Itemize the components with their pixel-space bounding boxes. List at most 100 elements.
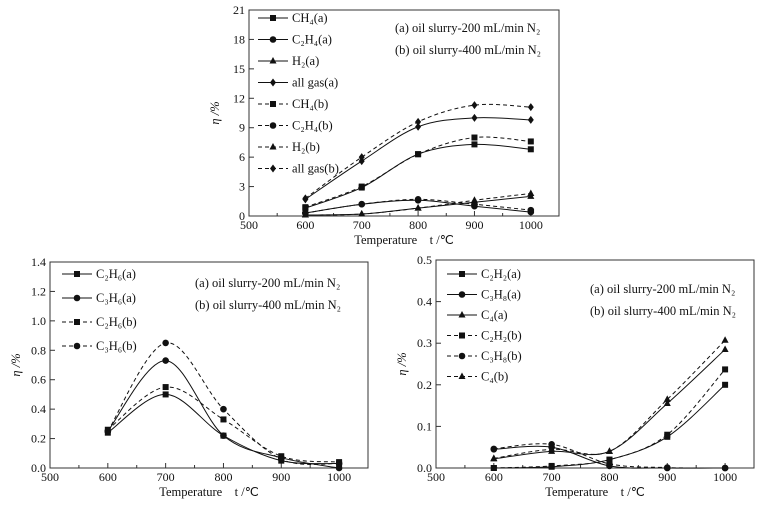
data-point-circle bbox=[277, 455, 285, 463]
legend-marker-square bbox=[270, 101, 276, 107]
y-tick-label: 0.4 bbox=[31, 402, 46, 416]
legend-label: C₂H₆(a) bbox=[96, 267, 136, 281]
data-point-circle bbox=[606, 460, 613, 468]
legend-label: C₃H₆(a) bbox=[96, 291, 136, 305]
data-point-triangle bbox=[721, 336, 729, 343]
x-tick-label: 700 bbox=[543, 470, 561, 484]
data-point-square bbox=[606, 456, 613, 463]
data-point-square bbox=[527, 138, 534, 145]
data-point-square bbox=[490, 465, 497, 471]
y-tick-label: 0.6 bbox=[31, 373, 46, 387]
legend-entry: C₄(a) bbox=[447, 308, 508, 322]
x-tick-label: 900 bbox=[272, 470, 290, 484]
data-point-square bbox=[527, 146, 534, 153]
data-point-square bbox=[722, 381, 729, 388]
y-axis-label: η /% bbox=[395, 352, 409, 375]
legend-marker-triangle bbox=[269, 143, 277, 150]
legend-entry: C₃H₈(a) bbox=[447, 288, 521, 302]
series-line bbox=[493, 369, 726, 469]
legend-marker-diamond bbox=[270, 78, 276, 87]
series-c-b- bbox=[490, 336, 729, 461]
y-tick-label: 9 bbox=[239, 121, 245, 135]
x-tick-label: 1000 bbox=[327, 470, 351, 484]
data-point-triangle bbox=[470, 196, 478, 203]
legend-entry: CH₄(b) bbox=[258, 97, 328, 111]
legend-marker-square bbox=[270, 15, 276, 21]
series-h-b- bbox=[301, 189, 535, 218]
legend-marker-triangle bbox=[269, 57, 277, 64]
series-c-h-a- bbox=[104, 391, 343, 467]
data-point-square bbox=[548, 462, 555, 469]
data-point-square bbox=[722, 366, 729, 373]
legend-entry: C₄(b) bbox=[447, 370, 508, 384]
legend-label: CH₄(a) bbox=[292, 11, 328, 25]
data-point-circle bbox=[527, 206, 535, 214]
y-tick-label: 6 bbox=[239, 150, 245, 164]
x-tick-label: 500 bbox=[41, 470, 59, 484]
y-tick-label: 1.4 bbox=[31, 255, 46, 269]
data-point-diamond bbox=[302, 194, 309, 203]
y-tick-label: 0.2 bbox=[31, 432, 46, 446]
x-tick-label: 800 bbox=[214, 470, 232, 484]
chart-top: 500 600 700 800 900 1000 0 3 6 9 12 15 18 21 Temperatu… bbox=[208, 3, 560, 247]
y-axis-label: η /% bbox=[9, 353, 23, 376]
data-point-triangle bbox=[605, 447, 613, 454]
x-tick-label: 500 bbox=[427, 470, 445, 484]
legend-entry: C₂H₆(a) bbox=[62, 267, 136, 281]
condition-annotation: (b) oil slurry-400 mL/min N₂ bbox=[590, 304, 736, 318]
series-line bbox=[107, 342, 340, 466]
legend-label: C₃H₈(a) bbox=[481, 288, 521, 302]
legend-entry: H₂(a) bbox=[258, 54, 319, 68]
x-tick-label: 600 bbox=[296, 218, 314, 232]
legend-entry: C₂H₆(b) bbox=[62, 315, 137, 329]
legend-entry: C₂H₂(b) bbox=[447, 329, 522, 343]
legend-entry: C₃H₆(b) bbox=[62, 339, 137, 353]
legend-label: all gas(b) bbox=[292, 162, 339, 176]
data-point-diamond bbox=[527, 115, 534, 124]
plot-frame bbox=[248, 9, 560, 217]
x-axis-label: Temperature t /℃ bbox=[545, 485, 645, 499]
series-all-gas-b- bbox=[302, 101, 534, 203]
y-tick-label: 0 bbox=[239, 209, 245, 223]
data-point-square bbox=[471, 134, 478, 141]
legend-label: all gas(a) bbox=[292, 76, 338, 90]
series-c-h-b- bbox=[104, 384, 343, 466]
data-point-square bbox=[302, 204, 309, 211]
y-tick-label: 0.0 bbox=[31, 461, 46, 475]
series-c-a- bbox=[490, 345, 729, 462]
legend-label: C₃H₆(b) bbox=[96, 339, 137, 353]
data-point-triangle bbox=[358, 210, 366, 217]
x-axis-label: Temperature t /℃ bbox=[354, 233, 454, 247]
legend-entry: all gas(a) bbox=[258, 76, 338, 90]
x-tick-label: 500 bbox=[240, 218, 258, 232]
x-tick-label: 600 bbox=[99, 470, 117, 484]
legend-label: C₂H₂(b) bbox=[481, 329, 522, 343]
data-point-diamond bbox=[415, 117, 422, 126]
y-tick-label: 3 bbox=[239, 180, 245, 194]
data-point-triangle bbox=[663, 395, 671, 402]
data-point-square bbox=[471, 141, 478, 148]
x-tick-label: 700 bbox=[157, 470, 175, 484]
data-point-circle bbox=[414, 196, 422, 203]
data-point-circle bbox=[548, 440, 555, 448]
y-tick-label: 18 bbox=[233, 32, 245, 46]
y-tick-label: 0.5 bbox=[417, 253, 432, 267]
legend-marker-square bbox=[459, 332, 465, 339]
y-tick-label: 0.8 bbox=[31, 343, 46, 357]
legend-marker-square bbox=[74, 319, 80, 325]
data-point-circle bbox=[162, 339, 169, 347]
series-line bbox=[107, 360, 340, 469]
data-point-triangle bbox=[490, 454, 498, 461]
series-ch-b- bbox=[302, 134, 534, 211]
condition-annotation: (b) oil slurry-400 mL/min N₂ bbox=[395, 43, 541, 57]
y-tick-label: 0.3 bbox=[417, 336, 432, 350]
data-point-square bbox=[415, 151, 422, 158]
legend-marker-triangle bbox=[458, 372, 466, 379]
condition-annotation: (a) oil slurry-200 mL/min N₂ bbox=[590, 282, 735, 296]
legend-label: H₂(b) bbox=[292, 140, 320, 154]
legend-entry: C₂H₄(a) bbox=[258, 33, 332, 47]
x-tick-label: 900 bbox=[658, 470, 676, 484]
y-axis-label: η /% bbox=[208, 101, 222, 124]
series-line bbox=[493, 339, 726, 459]
